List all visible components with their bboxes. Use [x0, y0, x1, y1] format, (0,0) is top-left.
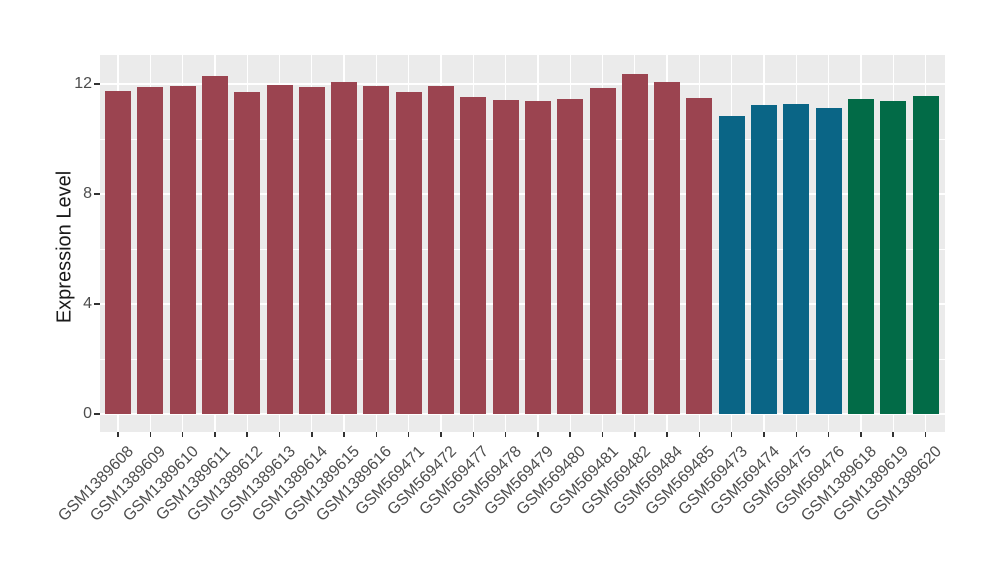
bar — [912, 95, 939, 414]
x-tick — [343, 432, 345, 437]
bar — [557, 99, 584, 414]
bar — [880, 100, 907, 414]
bar — [492, 99, 519, 414]
x-tick — [763, 432, 765, 437]
bar — [169, 86, 196, 414]
bar — [395, 91, 422, 414]
bar — [718, 115, 745, 414]
x-tick — [375, 432, 378, 437]
x-tick — [440, 432, 442, 437]
y-tick-label: 4 — [83, 295, 92, 312]
bar — [201, 75, 228, 414]
y-tick — [94, 83, 100, 85]
y-tick — [94, 413, 100, 415]
x-tick — [892, 432, 894, 437]
x-tick — [149, 432, 152, 437]
bar — [654, 82, 681, 414]
gridline-y-major — [100, 83, 945, 85]
bar — [137, 86, 164, 414]
y-tick-label: 0 — [83, 405, 92, 422]
x-tick — [569, 432, 571, 437]
bar — [621, 73, 648, 414]
y-tick-label: 8 — [83, 185, 92, 202]
x-tick — [634, 432, 636, 437]
x-tick — [407, 432, 410, 437]
x-tick — [504, 432, 507, 437]
bar — [751, 104, 777, 414]
bar — [524, 101, 551, 414]
x-tick — [472, 432, 475, 437]
gridline-y-minor — [100, 138, 945, 140]
bar — [298, 87, 325, 414]
x-tick — [827, 432, 830, 437]
bar — [686, 97, 713, 414]
x-tick — [601, 432, 604, 437]
x-tick — [666, 432, 668, 437]
y-tick — [94, 303, 100, 305]
x-tick — [537, 432, 539, 437]
x-tick — [860, 432, 862, 437]
gridline-y-major — [100, 193, 945, 195]
x-tick — [311, 432, 313, 437]
bar — [847, 99, 874, 414]
gridline-y-minor — [100, 248, 945, 250]
bar — [266, 84, 293, 414]
bar — [428, 86, 454, 414]
y-tick-label: 12 — [74, 75, 92, 92]
y-tick — [94, 193, 100, 195]
x-tick — [795, 432, 798, 437]
gridline-y-major — [100, 303, 945, 305]
gridline-y-minor — [100, 358, 945, 360]
x-tick — [181, 432, 184, 437]
bar — [363, 86, 390, 414]
bar — [234, 91, 261, 414]
x-tick — [246, 432, 248, 437]
bar — [331, 81, 358, 414]
gridline-y-major — [100, 413, 945, 415]
x-tick — [214, 432, 216, 437]
bar — [460, 96, 487, 414]
bar — [783, 103, 810, 414]
x-tick — [117, 432, 119, 437]
x-tick — [730, 432, 733, 437]
bar — [815, 107, 842, 414]
x-tick — [924, 432, 927, 437]
bar — [105, 91, 131, 414]
x-tick — [698, 432, 701, 437]
plot-panel — [100, 55, 945, 432]
bar — [589, 87, 616, 414]
x-tick — [278, 432, 281, 437]
